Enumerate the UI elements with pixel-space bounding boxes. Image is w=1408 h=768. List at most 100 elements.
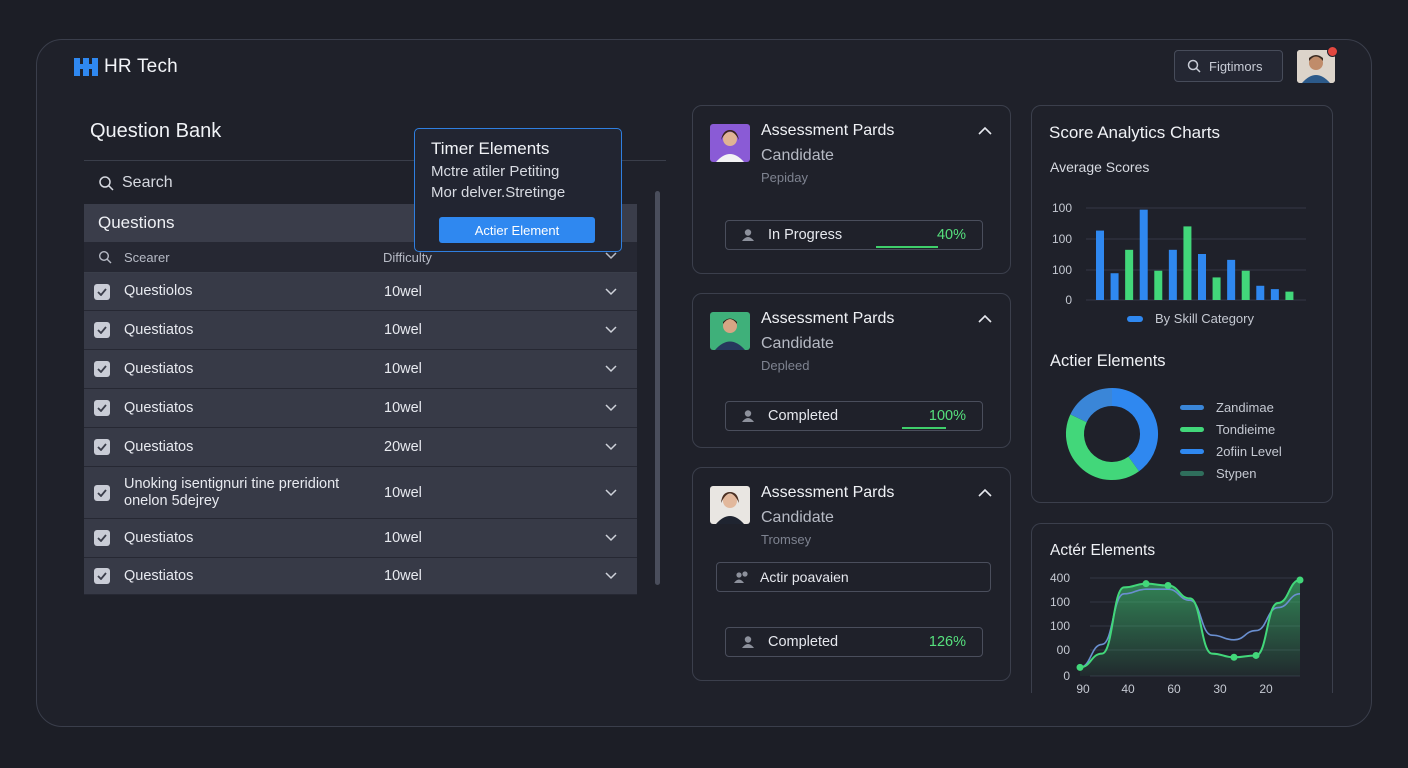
line-point-10 [1296, 576, 1304, 584]
bar-series-0-point-3 [1168, 249, 1177, 300]
chevron-down-icon[interactable] [605, 488, 617, 497]
user-photo [1297, 50, 1335, 83]
question-checkbox[interactable] [94, 283, 110, 300]
question-row[interactable]: Questiatos 10wel [84, 311, 637, 350]
actier-elements-chart-card: Actér Elements 400 100 100 00 0 90 40 60 30 20 [1031, 523, 1333, 696]
question-row[interactable]: Questiatos 10wel [84, 519, 637, 558]
bar-series-1-point-4 [1241, 270, 1250, 300]
question-text: Questiatos [124, 438, 194, 455]
brand-logo[interactable]: HR Tech [74, 56, 178, 78]
action-preview-label: Actir poavaien [760, 569, 849, 585]
assessment-card[interactable]: Assessment Pards Candidate Tromsey Actir… [692, 467, 1011, 681]
chevron-down-icon[interactable] [605, 443, 617, 451]
assessment-status: Completed 100% [725, 401, 983, 431]
divider [84, 160, 666, 161]
status-percent: 40% [936, 227, 966, 243]
donut-legend-item: 2ofiin Level [1180, 444, 1282, 459]
y-tick-label: 100 [1052, 201, 1072, 215]
chevron-up-icon[interactable] [978, 314, 992, 323]
questions-table: Questions Scearer Difficulty Questiolos 1… [84, 204, 637, 595]
x-tick-label: 40 [1121, 682, 1135, 696]
average-scores-bar-chart: 100 100 100 0 [1052, 201, 1306, 307]
chevron-up-icon[interactable] [978, 488, 992, 497]
user-avatar[interactable] [1297, 50, 1335, 83]
line-chart-title: Actér Elements [1050, 542, 1156, 559]
question-row[interactable]: Questiatos 10wel [84, 558, 637, 595]
difficulty-column-header[interactable]: Difficulty [383, 249, 432, 265]
action-element-button[interactable]: Actier Element [439, 217, 595, 243]
chevron-up-icon[interactable] [978, 126, 992, 135]
assessment-card[interactable]: Assessment Pards Candidate Pepiday In Pr… [692, 105, 1011, 274]
assessment-status: Completed 126% [725, 627, 983, 657]
question-text: Questiatos [124, 399, 194, 416]
y-tick-label: 00 [1057, 643, 1071, 657]
bar-series-1-point-0 [1125, 249, 1134, 300]
assessment-meta: Depleed [761, 358, 810, 373]
assessment-title: Assessment Pards [761, 122, 895, 139]
global-search-input[interactable]: Figtimors [1174, 50, 1283, 82]
bar-series-1-point-1 [1154, 270, 1163, 300]
question-row[interactable]: Questiatos 10wel [84, 350, 637, 389]
question-difficulty: 10wel [384, 283, 422, 300]
chevron-down-icon[interactable] [605, 534, 617, 542]
user-icon [742, 636, 754, 648]
question-row[interactable]: Questiolos 10wel [84, 273, 637, 311]
assessment-status: In Progress 40% [725, 220, 983, 250]
question-checkbox[interactable] [94, 568, 110, 584]
checkmark-icon [97, 534, 107, 542]
legend-swatch [1180, 405, 1204, 410]
checkmark-icon [97, 488, 107, 497]
question-checkbox[interactable] [94, 530, 110, 546]
donut-legend-item: Zandimae [1180, 400, 1274, 415]
candidate-avatar [710, 312, 750, 350]
timer-popover-line-1: Mctre atiler Petiting [431, 163, 560, 180]
question-checkbox[interactable] [94, 484, 110, 501]
chevron-down-icon[interactable] [605, 572, 617, 580]
legend-swatch [1180, 471, 1204, 476]
assessment-meta: Tromsey [761, 532, 812, 547]
assessment-title: Assessment Pards [761, 484, 895, 501]
question-search-input[interactable]: Search [84, 166, 414, 200]
hr-logo-icon [74, 58, 98, 76]
x-tick-label: 90 [1076, 682, 1090, 696]
bar-series-0-point-1 [1110, 273, 1119, 300]
question-difficulty: 10wel [384, 484, 422, 501]
assessment-card[interactable]: Assessment Pards Candidate Depleed Compl… [692, 293, 1011, 448]
area-fill [1080, 580, 1300, 676]
progress-bar [902, 427, 946, 429]
question-row[interactable]: Unoking isentignuri tine preridiont onel… [84, 467, 637, 519]
chevron-down-icon[interactable] [605, 252, 617, 260]
line-point-8 [1252, 651, 1260, 659]
score-analytics-panel: Score Analytics Charts Average Scores 10… [1031, 105, 1333, 503]
chevron-down-icon[interactable] [605, 287, 617, 296]
action-preview-row[interactable]: Actir poavaien [716, 562, 991, 592]
y-tick-label: 100 [1052, 263, 1072, 277]
question-text: Questiatos [124, 567, 194, 584]
question-row[interactable]: Questiatos 10wel [84, 389, 637, 428]
app-title: HR Tech [104, 56, 178, 77]
question-text: Unoking isentignuri tine preridiont onel… [124, 475, 340, 509]
notification-badge[interactable] [1327, 46, 1338, 57]
chevron-down-icon[interactable] [605, 404, 617, 412]
question-difficulty: 20wel [384, 439, 422, 455]
chevron-down-icon[interactable] [605, 326, 617, 334]
question-checkbox[interactable] [94, 322, 110, 338]
question-checkbox[interactable] [94, 400, 110, 416]
filter-search-label[interactable]: Scearer [124, 249, 170, 265]
line-point-0 [1076, 663, 1084, 671]
y-tick-label: 100 [1050, 595, 1070, 609]
question-checkbox[interactable] [94, 361, 110, 377]
question-checkbox[interactable] [94, 439, 110, 455]
donut-legend-label: Stypen [1216, 466, 1257, 481]
chevron-down-icon[interactable] [605, 365, 617, 373]
question-difficulty: 10wel [384, 530, 422, 546]
bar-series-1-point-2 [1183, 226, 1192, 300]
skill-donut-chart [1066, 388, 1158, 480]
assessment-meta: Pepiday [761, 170, 808, 185]
search-icon[interactable] [98, 250, 112, 264]
question-text: Questiolos [124, 283, 193, 299]
search-icon [1187, 59, 1201, 73]
question-row[interactable]: Questiatos 20wel [84, 428, 637, 467]
question-list-scrollbar[interactable] [655, 191, 660, 585]
